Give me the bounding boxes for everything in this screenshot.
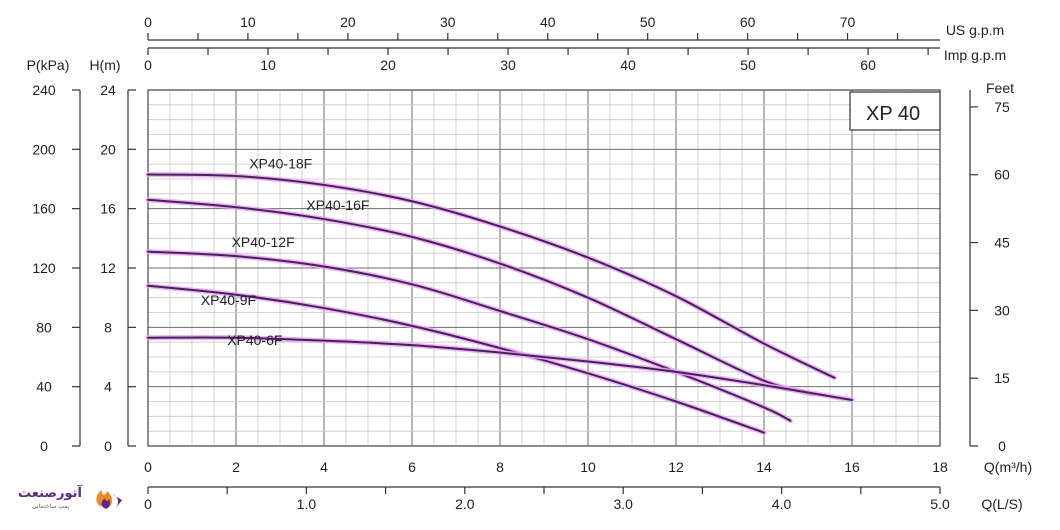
h-axis-title: H(m) <box>89 57 120 73</box>
h-axis-tick-label: 24 <box>100 82 116 98</box>
curve-label-xp40-18f: XP40-18F <box>249 156 312 172</box>
imp-gpm-tick-label: 30 <box>500 57 516 73</box>
imp-gpm-tick-label: 20 <box>380 57 396 73</box>
imp-gpm-tick-label: 50 <box>740 57 756 73</box>
h-axis-tick-label: 8 <box>104 319 112 335</box>
h-axis-tick-label: 0 <box>104 438 112 454</box>
feet-axis-tick-label: 45 <box>994 235 1010 251</box>
imp-gpm-tick-label: 0 <box>144 57 152 73</box>
curve-label-xp40-16f: XP40-16F <box>306 197 369 213</box>
logo-text: آتورصنعت <box>18 486 82 501</box>
logo-icon <box>96 490 122 509</box>
curve-labels: XP40-18F XP40-16F XP40-12F XP40-9F XP40-6F <box>201 156 370 349</box>
feet-axis-tick-label: 75 <box>994 99 1010 115</box>
q-axis-tick-label: 4 <box>320 459 328 475</box>
q-axis-title: Q(m³/h) <box>984 459 1032 475</box>
h-axis-tick-label: 12 <box>100 260 116 276</box>
us-gpm-tick-label: 20 <box>340 14 356 30</box>
q-axis-tick-label: 0 <box>144 459 152 475</box>
q-axis-tick-label: 18 <box>932 459 948 475</box>
brand-logo: آتورصنعت پمپ ساختمانی <box>18 480 126 520</box>
p-axis-tick-label: 40 <box>36 379 52 395</box>
imp-gpm-tick-label: 10 <box>260 57 276 73</box>
feet-axis-tick-label: 60 <box>994 167 1010 183</box>
ls-axis-tick-label: 2.0 <box>455 496 475 512</box>
curve-xp40-12f <box>147 250 792 422</box>
us-gpm-tick-label: 30 <box>440 14 456 30</box>
q-axis-tick-label: 16 <box>844 459 860 475</box>
feet-axis-title: Feet <box>986 80 1014 96</box>
feet-axis-tick-label: 30 <box>994 302 1010 318</box>
p-axis-tick-label: 200 <box>32 141 56 157</box>
p-axis-tick-label: 240 <box>32 82 56 98</box>
q-axis-tick-label: 14 <box>756 459 772 475</box>
plot-frame <box>147 89 941 447</box>
ls-axis-tick-label: 4.0 <box>772 496 792 512</box>
us-gpm-tick-label: 10 <box>240 14 256 30</box>
curve-xp40-9f <box>147 284 765 434</box>
curve-label-xp40-6f: XP40-6F <box>227 332 282 348</box>
q-axis-tick-label: 10 <box>580 459 596 475</box>
h-axis-tick-label: 4 <box>104 379 112 395</box>
chart-title: XP 40 <box>866 103 920 125</box>
logo-subtext: پمپ ساختمانی <box>32 503 70 510</box>
curve-xp40-16f <box>147 198 814 396</box>
h-axis-tick-label: 20 <box>100 141 116 157</box>
ls-axis-title: Q(L/S) <box>981 496 1022 512</box>
p-axis-tick-label: 80 <box>36 319 52 335</box>
q-axis-tick-label: 12 <box>668 459 684 475</box>
ls-axis-tick-label: 0 <box>144 496 152 512</box>
curve-label-xp40-9f: XP40-9F <box>201 292 256 308</box>
p-axis-title: P(kPa) <box>27 57 70 73</box>
chart-title-box: XP 40 <box>849 91 941 131</box>
title-frame <box>849 91 941 131</box>
curve-label-xp40-12f: XP40-12F <box>232 234 295 250</box>
imp-gpm-tick-label: 60 <box>860 57 876 73</box>
us-gpm-tick-label: 70 <box>840 14 856 30</box>
axes: 04812162024H(m)04080120160200240P(kPa)01… <box>27 14 1033 512</box>
p-axis-tick-label: 120 <box>32 260 56 276</box>
us-gpm-tick-label: 40 <box>540 14 556 30</box>
p-axis-tick-label: 160 <box>32 201 56 217</box>
ls-axis-tick-label: 1.0 <box>297 496 317 512</box>
p-axis-tick-label: 0 <box>40 438 48 454</box>
grid <box>147 89 941 447</box>
imp-gpm-axis-title: Imp g.p.m <box>944 47 1006 63</box>
q-axis-tick-label: 2 <box>232 459 240 475</box>
ls-axis-tick-label: 3.0 <box>613 496 633 512</box>
feet-axis-tick-label: 0 <box>998 438 1006 454</box>
us-gpm-tick-label: 0 <box>144 14 152 30</box>
q-axis-tick-label: 8 <box>496 459 504 475</box>
h-axis-tick-label: 16 <box>100 201 116 217</box>
imp-gpm-tick-label: 40 <box>620 57 636 73</box>
ls-axis-tick-label: 5.0 <box>930 496 950 512</box>
q-axis-tick-label: 6 <box>408 459 416 475</box>
performance-curves <box>145 172 855 436</box>
us-gpm-axis-title: US g.p.m <box>946 22 1004 38</box>
us-gpm-tick-label: 60 <box>740 14 756 30</box>
feet-axis-tick-label: 15 <box>994 370 1010 386</box>
curve-xp40-6f <box>147 336 853 402</box>
curve-xp40-18f <box>147 173 836 379</box>
us-gpm-tick-label: 50 <box>640 14 656 30</box>
